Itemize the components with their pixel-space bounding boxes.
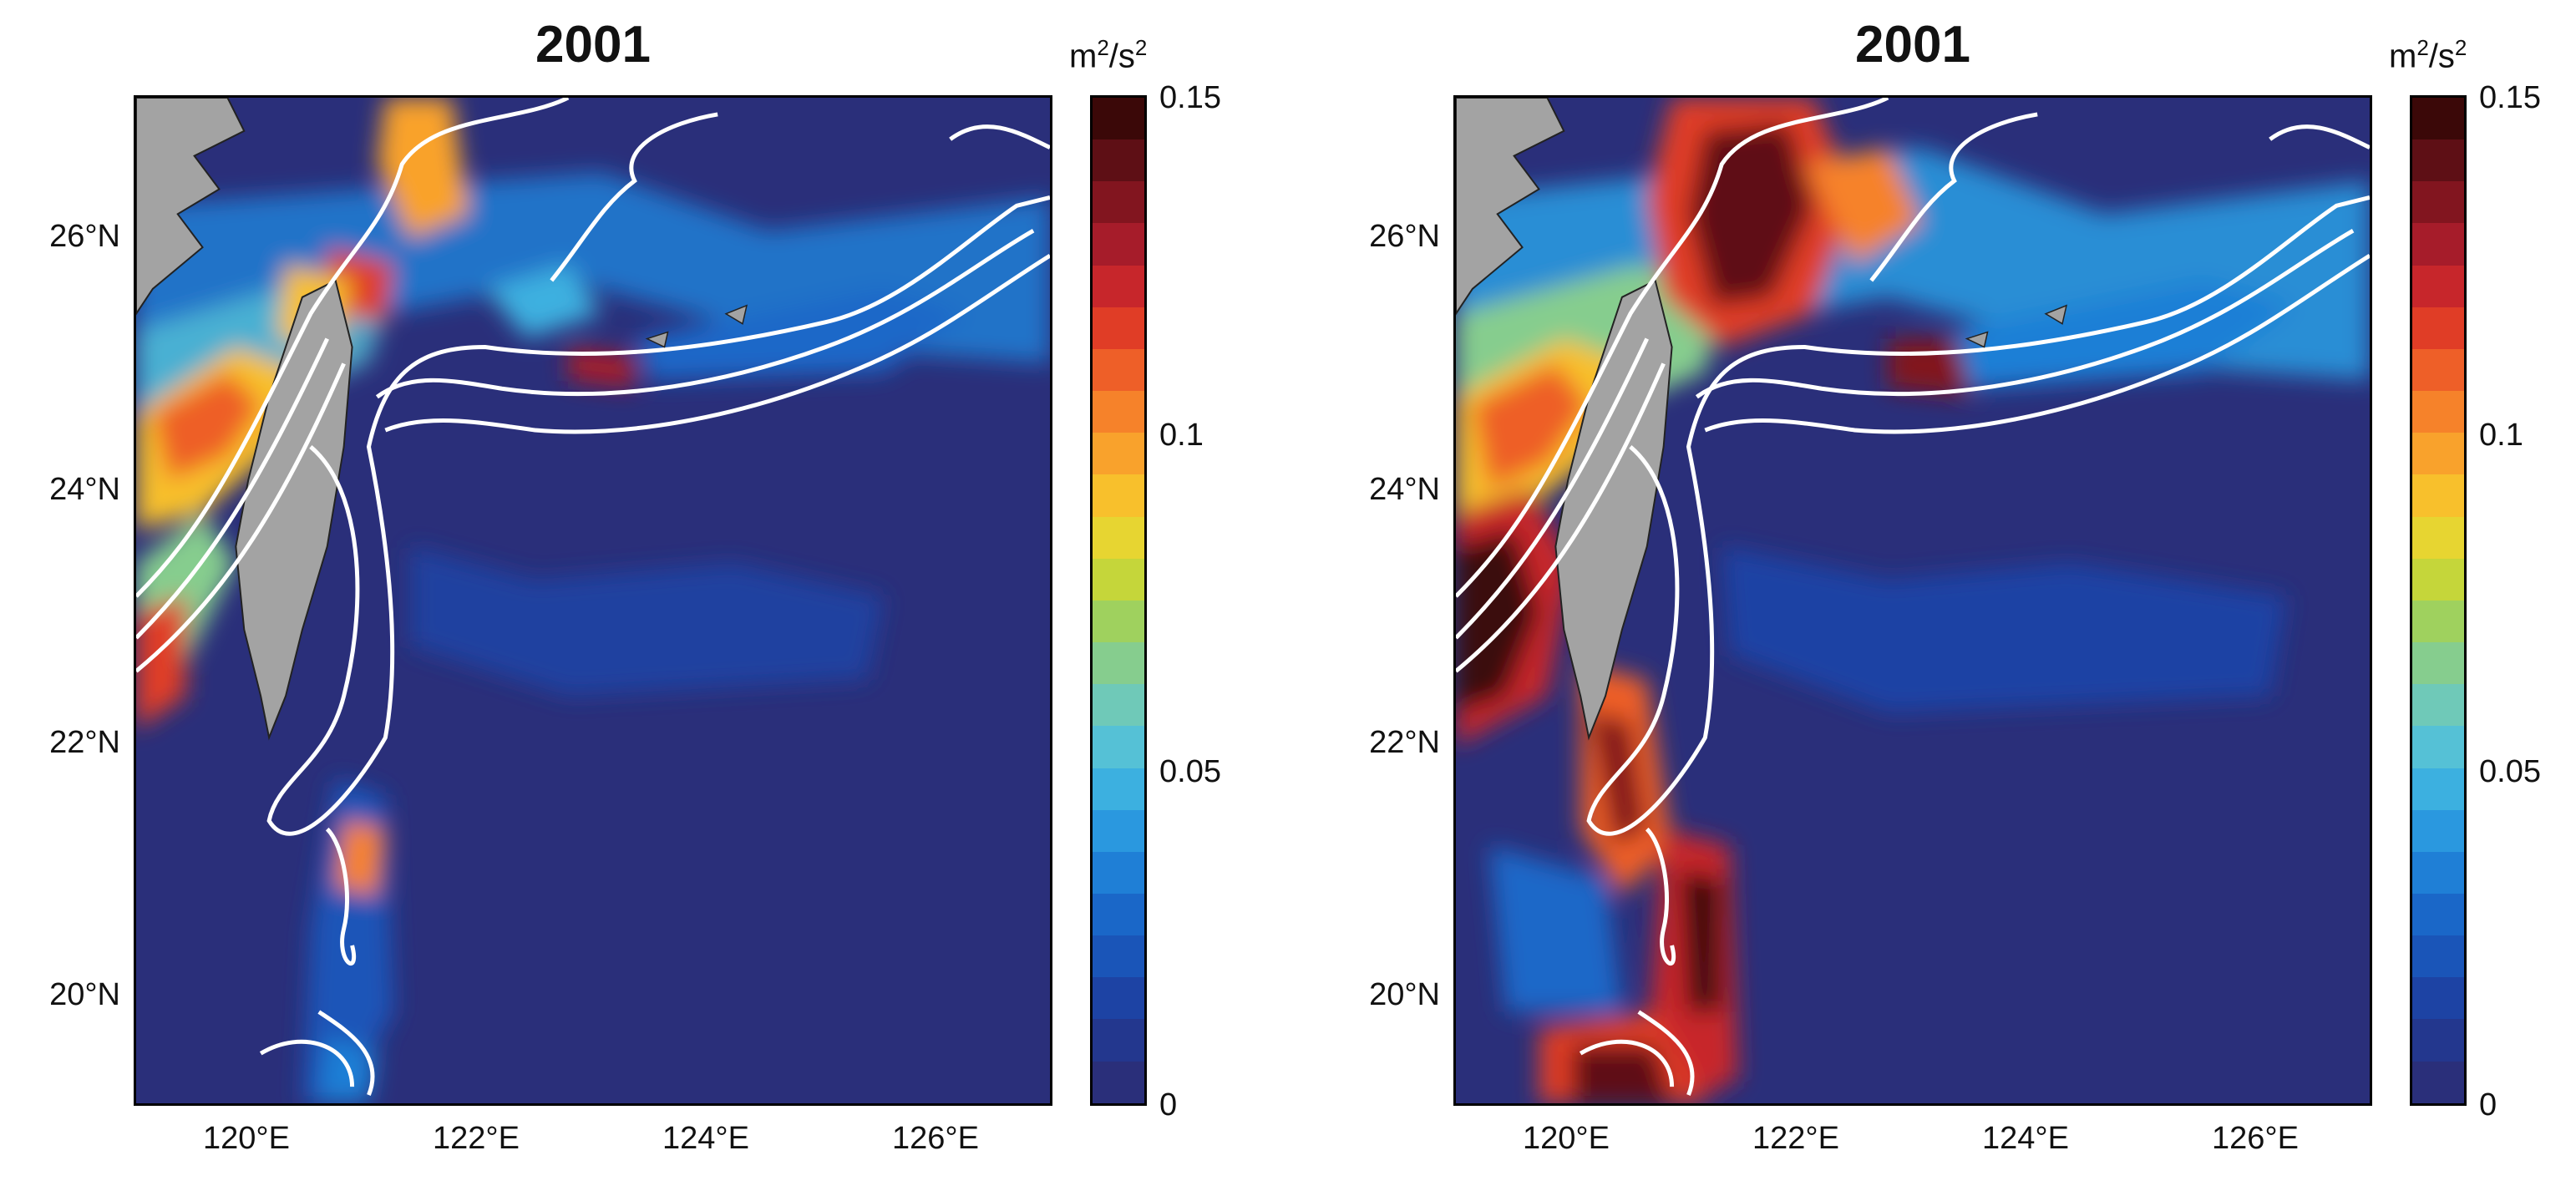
mainland-land <box>1456 98 1565 316</box>
colorbar-segment <box>1093 181 1144 224</box>
colorbar-segment <box>1093 516 1144 559</box>
colorbar-segment <box>2412 98 2464 140</box>
colorbar-segment <box>2412 307 2464 349</box>
panel-left: 2001 <box>49 16 1221 1156</box>
colorbar-segment <box>2412 600 2464 643</box>
colorbar <box>1090 95 1147 1106</box>
colorbar-tick-label: 0.05 <box>2479 754 2541 789</box>
colorbar-segment <box>1093 600 1144 643</box>
colorbar-segment <box>1093 391 1144 433</box>
x-tick-label: 120°E <box>1523 1121 1610 1156</box>
colorbar-segment <box>1093 474 1144 517</box>
panel-right: 2001 <box>1320 0 2576 1191</box>
colorbar-tick-label: 0.15 <box>1159 80 1221 115</box>
x-tick-label: 126°E <box>892 1121 979 1156</box>
colorbar-segment <box>2412 558 2464 601</box>
colorbar-segment <box>1093 98 1144 140</box>
colorbar-unit: m2/s2 <box>1069 35 1148 75</box>
colorbar-segment <box>2412 1019 2464 1062</box>
y-tick-label: 20°N <box>49 977 120 1012</box>
x-tick-label: 120°E <box>203 1121 290 1156</box>
colorbar-segment <box>1093 1061 1144 1103</box>
colorbar-segment <box>1093 558 1144 601</box>
colorbar-tick-label: 0.1 <box>1159 418 1204 453</box>
colorbar-segment <box>2412 851 2464 894</box>
colorbar-segment <box>2412 684 2464 727</box>
colorbar-segment <box>1093 851 1144 894</box>
colorbar-tick-label: 0 <box>2479 1087 2497 1123</box>
colorbar-segment <box>1093 1019 1144 1062</box>
colorbar-segment <box>1093 265 1144 307</box>
x-tick-label: 122°E <box>433 1121 520 1156</box>
colorbar-segment <box>2412 433 2464 475</box>
contour-islands <box>645 304 748 348</box>
colorbar-segment <box>2412 516 2464 559</box>
colorbar-tick-label: 0 <box>1159 1087 1178 1123</box>
x-tick-label: 124°E <box>662 1121 749 1156</box>
colorbar-tick-label: 0.1 <box>2479 418 2523 453</box>
contours <box>136 98 1050 1096</box>
colorbar-segment <box>1093 433 1144 475</box>
colorbar-segment <box>2412 768 2464 810</box>
colorbar-segment <box>2412 893 2464 936</box>
x-tick-label: 122°E <box>1752 1121 1839 1156</box>
colorbar-segment <box>1093 768 1144 810</box>
colorbar-segment <box>1093 977 1144 1020</box>
colorbar-segment <box>1093 642 1144 685</box>
colorbar-tick-label: 0.05 <box>1159 754 1221 789</box>
colorbar-segment <box>1093 307 1144 349</box>
colorbar-segment <box>1093 893 1144 936</box>
colorbar-unit: m2/s2 <box>2389 35 2467 75</box>
colorbar-segment <box>2412 139 2464 182</box>
map-right <box>1456 98 2370 1103</box>
colorbar-segment <box>2412 642 2464 685</box>
mainland-land <box>136 98 246 316</box>
colorbar-segment <box>2412 935 2464 978</box>
colorbar-segment <box>1093 726 1144 768</box>
y-tick-label: 20°N <box>1369 977 1440 1012</box>
colorbar-segment <box>2412 391 2464 433</box>
contour-islands <box>1965 304 2068 348</box>
y-tick-label: 24°N <box>49 472 120 507</box>
x-tick-label: 124°E <box>1982 1121 2069 1156</box>
map-frame <box>1453 95 2372 1106</box>
colorbar <box>2410 95 2467 1106</box>
map-frame <box>134 95 1052 1106</box>
colorbar-segment <box>2412 809 2464 852</box>
colorbar-segment <box>2412 474 2464 517</box>
colorbar-segment <box>1093 935 1144 978</box>
y-tick-label: 26°N <box>49 219 120 254</box>
colorbar-segment <box>1093 684 1144 727</box>
colorbar-segment <box>1093 223 1144 266</box>
y-tick-label: 26°N <box>1369 219 1440 254</box>
contours <box>1456 98 2370 1096</box>
colorbar-segment <box>2412 223 2464 266</box>
panel-title: 2001 <box>535 16 651 73</box>
colorbar-segment <box>1093 139 1144 182</box>
colorbar-segment <box>2412 726 2464 768</box>
panel-title: 2001 <box>1855 16 1970 73</box>
y-tick-label: 22°N <box>1369 725 1440 760</box>
y-tick-label: 22°N <box>49 725 120 760</box>
colorbar-segment <box>2412 265 2464 307</box>
map-left <box>136 98 1050 1103</box>
colorbar-segment <box>1093 348 1144 392</box>
colorbar-segment <box>2412 1061 2464 1103</box>
colorbar-segment <box>2412 977 2464 1020</box>
colorbar-segment <box>2412 181 2464 224</box>
colorbar-segment <box>2412 348 2464 392</box>
colorbar-tick-label: 0.15 <box>2479 80 2541 115</box>
x-tick-label: 126°E <box>2212 1121 2299 1156</box>
y-tick-label: 24°N <box>1369 472 1440 507</box>
colorbar-segment <box>1093 809 1144 852</box>
